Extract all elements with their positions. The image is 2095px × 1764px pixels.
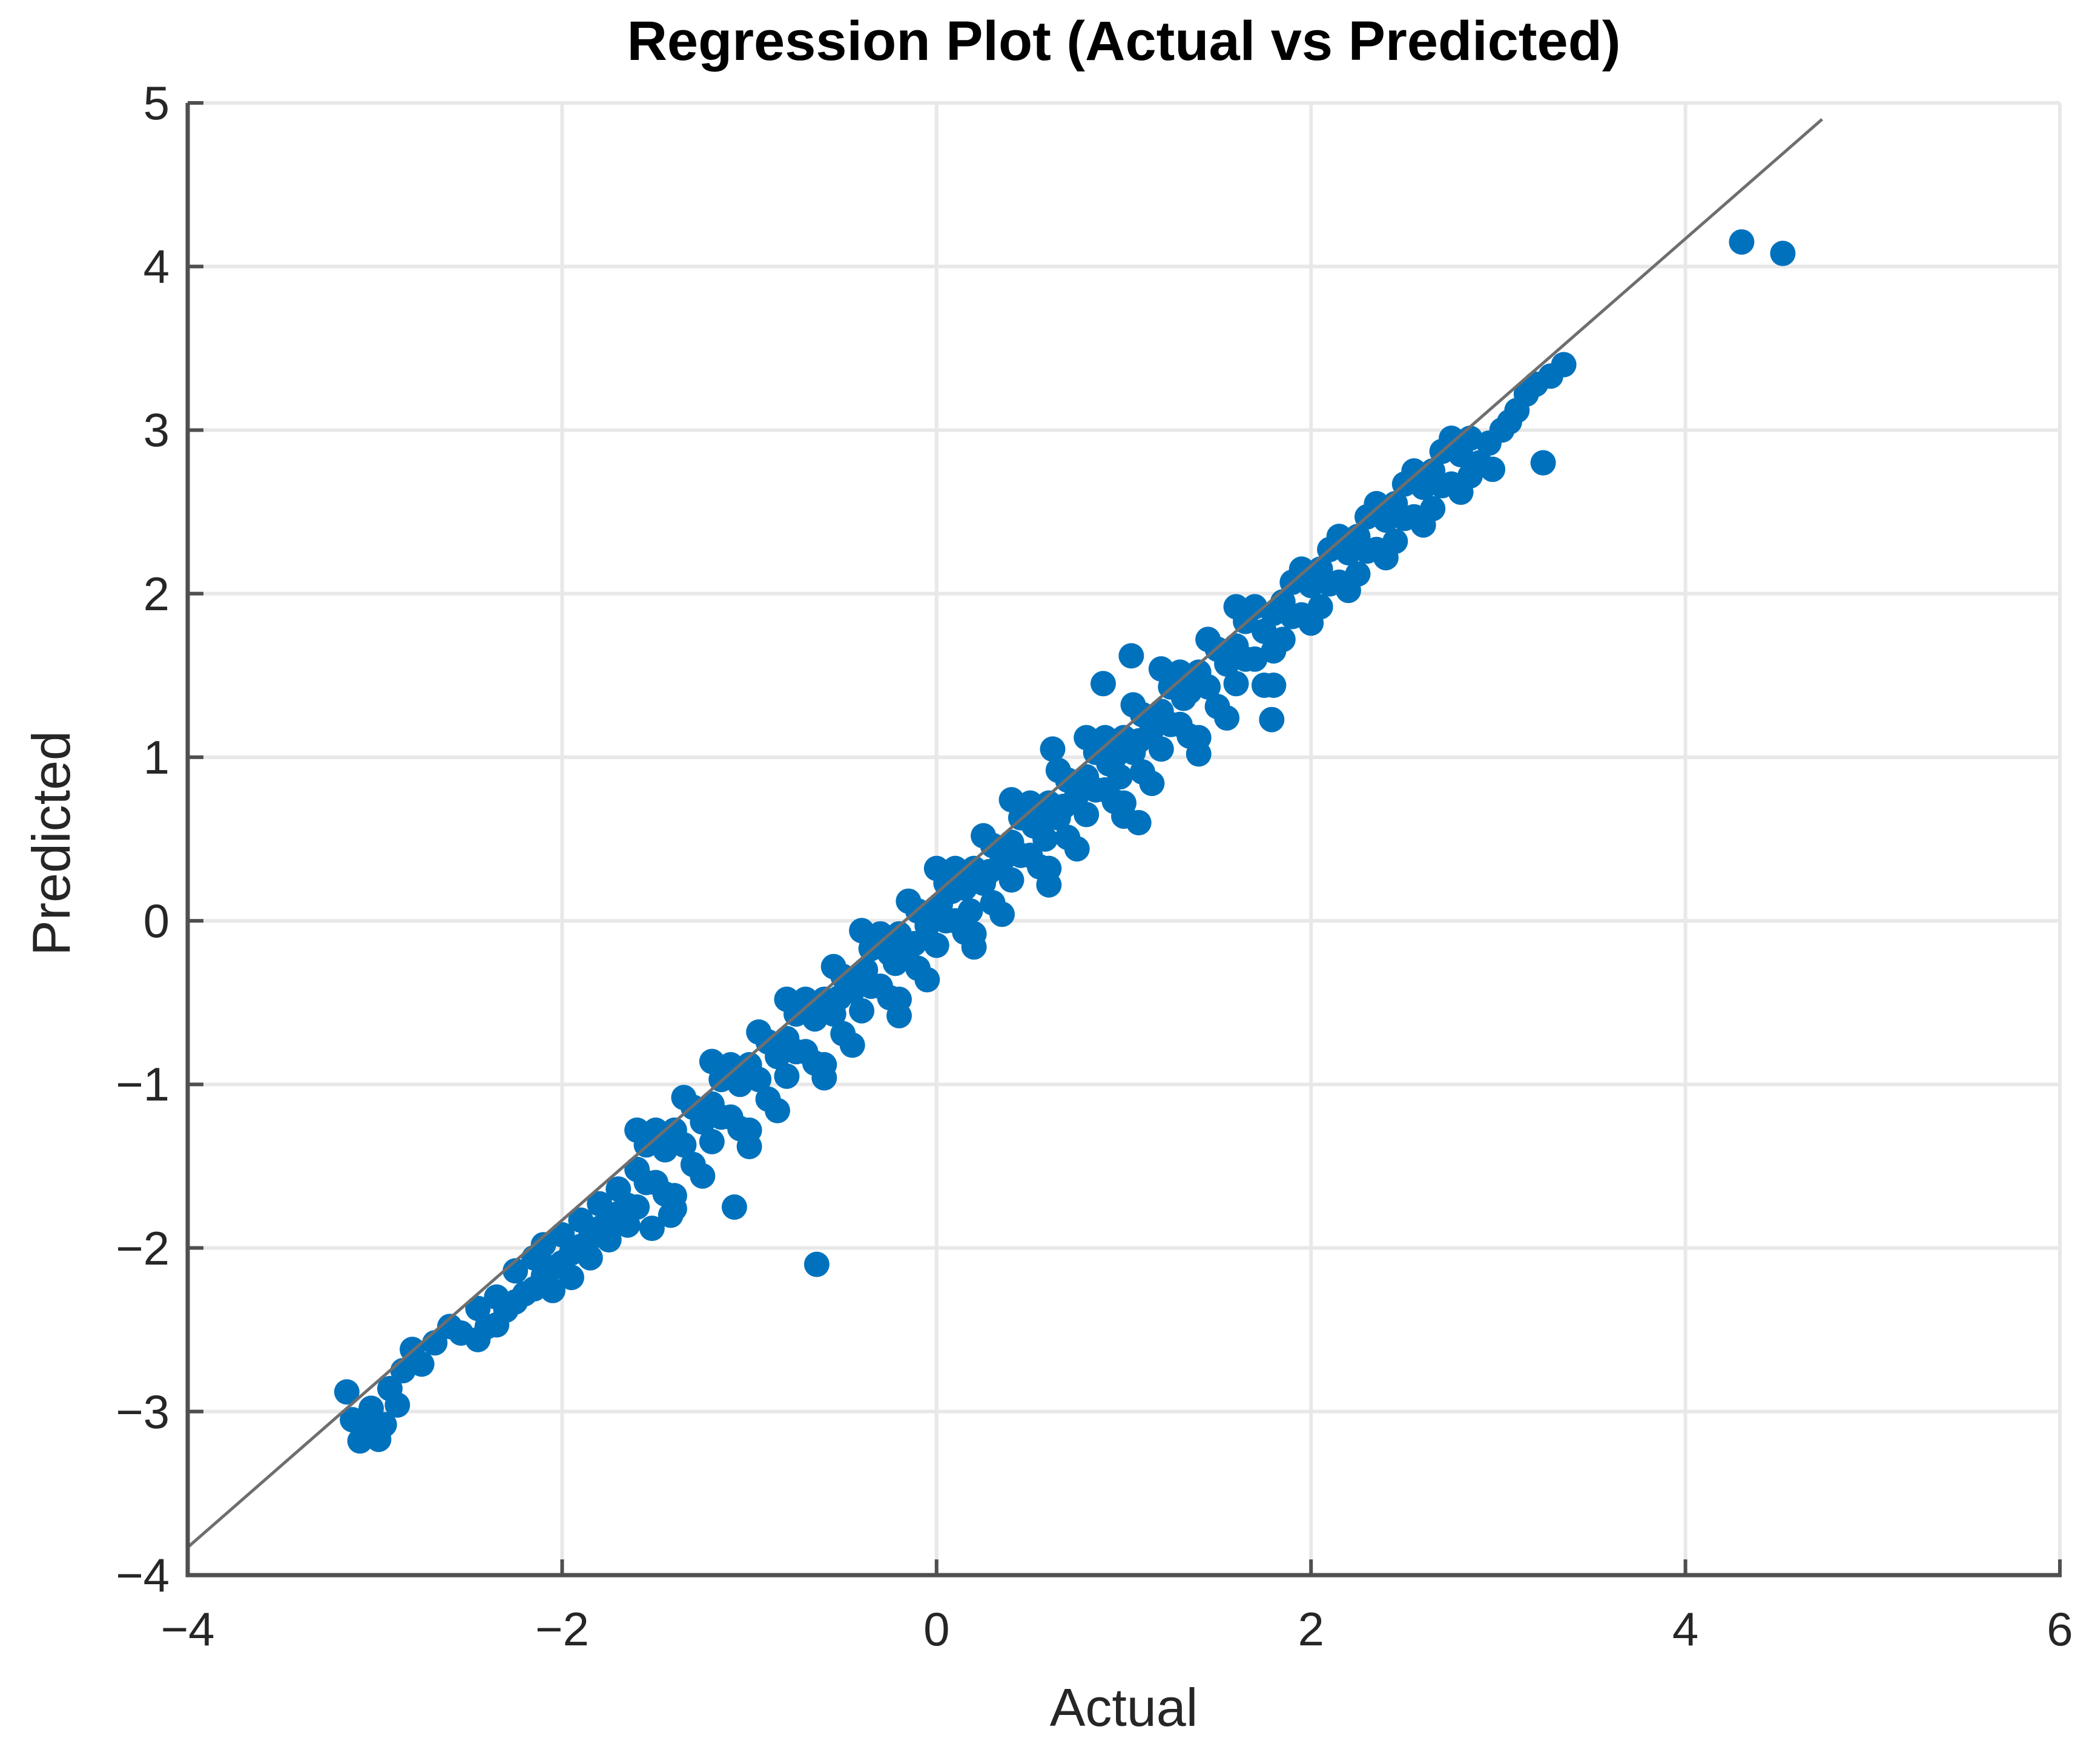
x-tick-label: −2: [535, 1602, 589, 1656]
y-tick-label: 3: [143, 403, 170, 457]
axis-spines: [185, 103, 2062, 1578]
x-tick-label: 6: [2047, 1602, 2073, 1656]
y-tick-label: 2: [143, 567, 170, 620]
axis-tick-marks: [186, 101, 2062, 1577]
y-tick-label: 0: [143, 894, 170, 948]
y-axis-label: Predicted: [21, 731, 81, 956]
x-tick-label: 0: [923, 1602, 950, 1656]
x-tick-label: 4: [1672, 1602, 1699, 1656]
y-tick-label: 5: [143, 76, 170, 130]
y-tick-label: −4: [116, 1548, 170, 1602]
x-tick-label: −4: [160, 1602, 215, 1656]
chart-title: Regression Plot (Actual vs Predicted): [627, 10, 1621, 72]
x-tick-label: 2: [1298, 1602, 1324, 1656]
y-tick-label: −2: [116, 1221, 170, 1275]
y-tick-label: 4: [143, 240, 170, 294]
y-tick-label: −1: [116, 1058, 170, 1111]
y-tick-label: −3: [116, 1384, 170, 1438]
scatter-points: [334, 229, 1796, 1454]
y-tick-label: 1: [143, 730, 170, 784]
reference-line: [186, 118, 1823, 1548]
x-axis-label: Actual: [1049, 1677, 1198, 1737]
grid-lines: [188, 101, 2062, 1575]
